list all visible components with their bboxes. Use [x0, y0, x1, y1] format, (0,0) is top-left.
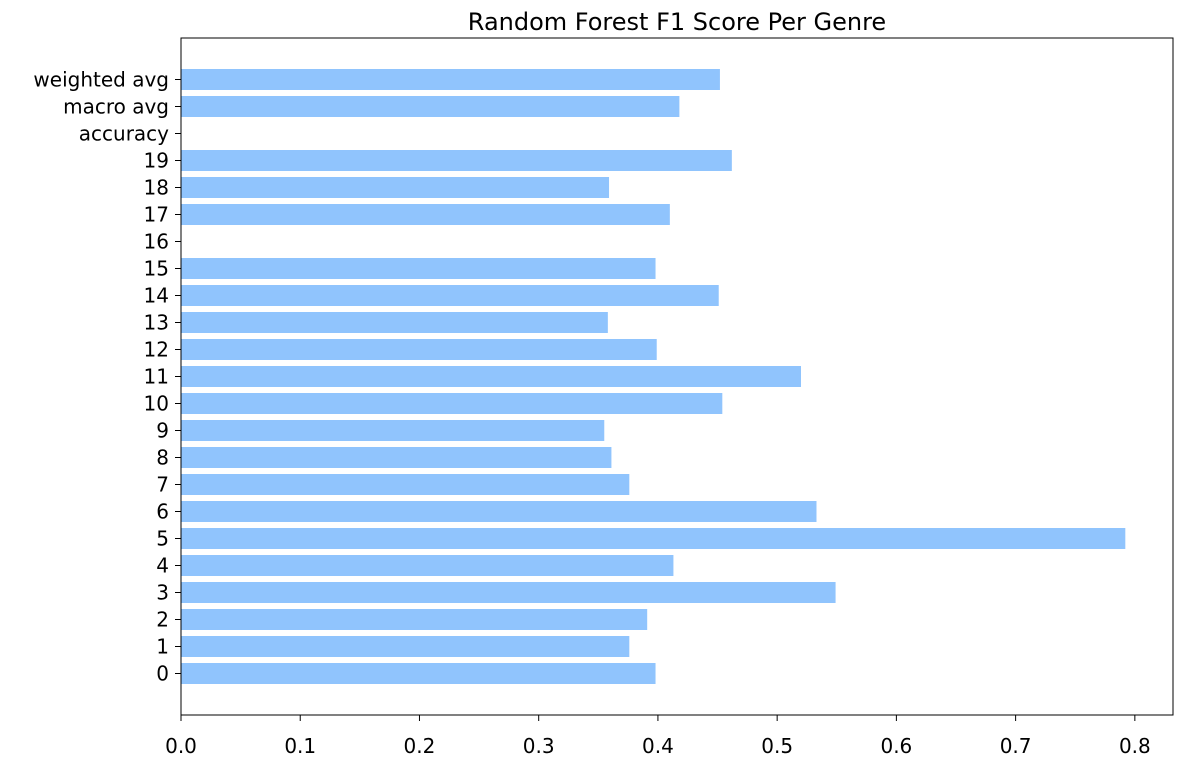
bar-weighted-avg	[181, 69, 720, 90]
bar-15	[181, 258, 656, 279]
x-tick-label: 0.2	[404, 734, 436, 758]
bar-10	[181, 393, 723, 414]
y-tick-label: 8	[156, 446, 169, 470]
bar-9	[181, 420, 605, 441]
bar-1	[181, 636, 630, 657]
x-tick-label: 0.7	[1000, 734, 1032, 758]
y-tick-label: macro avg	[63, 95, 169, 119]
x-tick-label: 0.3	[523, 734, 555, 758]
y-tick-label: 12	[144, 338, 169, 362]
chart-title: Random Forest F1 Score Per Genre	[468, 8, 886, 36]
bar-6	[181, 501, 817, 522]
bar-19	[181, 150, 732, 171]
bar-macro-avg	[181, 96, 680, 117]
bar-12	[181, 339, 657, 360]
y-tick-label: 15	[144, 257, 169, 281]
y-tick-label: 17	[144, 203, 169, 227]
x-tick-label: 0.8	[1119, 734, 1151, 758]
y-tick-label: 9	[156, 419, 169, 443]
bar-0	[181, 663, 656, 684]
y-tick-label: 1	[156, 635, 169, 659]
y-tick-label: 3	[156, 581, 169, 605]
bar-3	[181, 582, 836, 603]
y-tick-label: weighted avg	[33, 68, 169, 92]
bar-5	[181, 528, 1126, 549]
y-tick-label: 18	[144, 176, 169, 200]
bars	[181, 69, 1126, 684]
bar-18	[181, 177, 610, 198]
x-tick-label: 0.4	[642, 734, 674, 758]
bar-17	[181, 204, 670, 225]
y-tick-label: 19	[144, 149, 169, 173]
x-tick-label: 0.5	[761, 734, 793, 758]
y-tick-label: 6	[156, 500, 169, 524]
bar-4	[181, 555, 674, 576]
bar-14	[181, 285, 719, 306]
bar-2	[181, 609, 648, 630]
y-tick-label: 0	[156, 662, 169, 686]
y-tick-label: 5	[156, 527, 169, 551]
x-tick-label: 0.0	[165, 734, 197, 758]
x-tick-label: 0.1	[284, 734, 316, 758]
bar-11	[181, 366, 801, 387]
y-axis: 012345678910111213141516171819accuracyma…	[33, 68, 181, 686]
y-tick-label: 2	[156, 608, 169, 632]
x-axis: 0.0 0.1 0.2 0.3 0.4 0.5 0.6 0.7 0.8	[165, 715, 1151, 758]
bar-8	[181, 447, 612, 468]
y-tick-label: 13	[144, 311, 169, 335]
bar-7	[181, 474, 630, 495]
y-tick-label: accuracy	[79, 122, 169, 146]
x-tick-label: 0.6	[880, 734, 912, 758]
y-tick-label: 11	[144, 365, 169, 389]
y-tick-label: 16	[144, 230, 169, 254]
bar-13	[181, 312, 608, 333]
y-tick-label: 10	[144, 392, 169, 416]
y-tick-label: 14	[144, 284, 169, 308]
y-tick-label: 7	[156, 473, 169, 497]
y-tick-label: 4	[156, 554, 169, 578]
